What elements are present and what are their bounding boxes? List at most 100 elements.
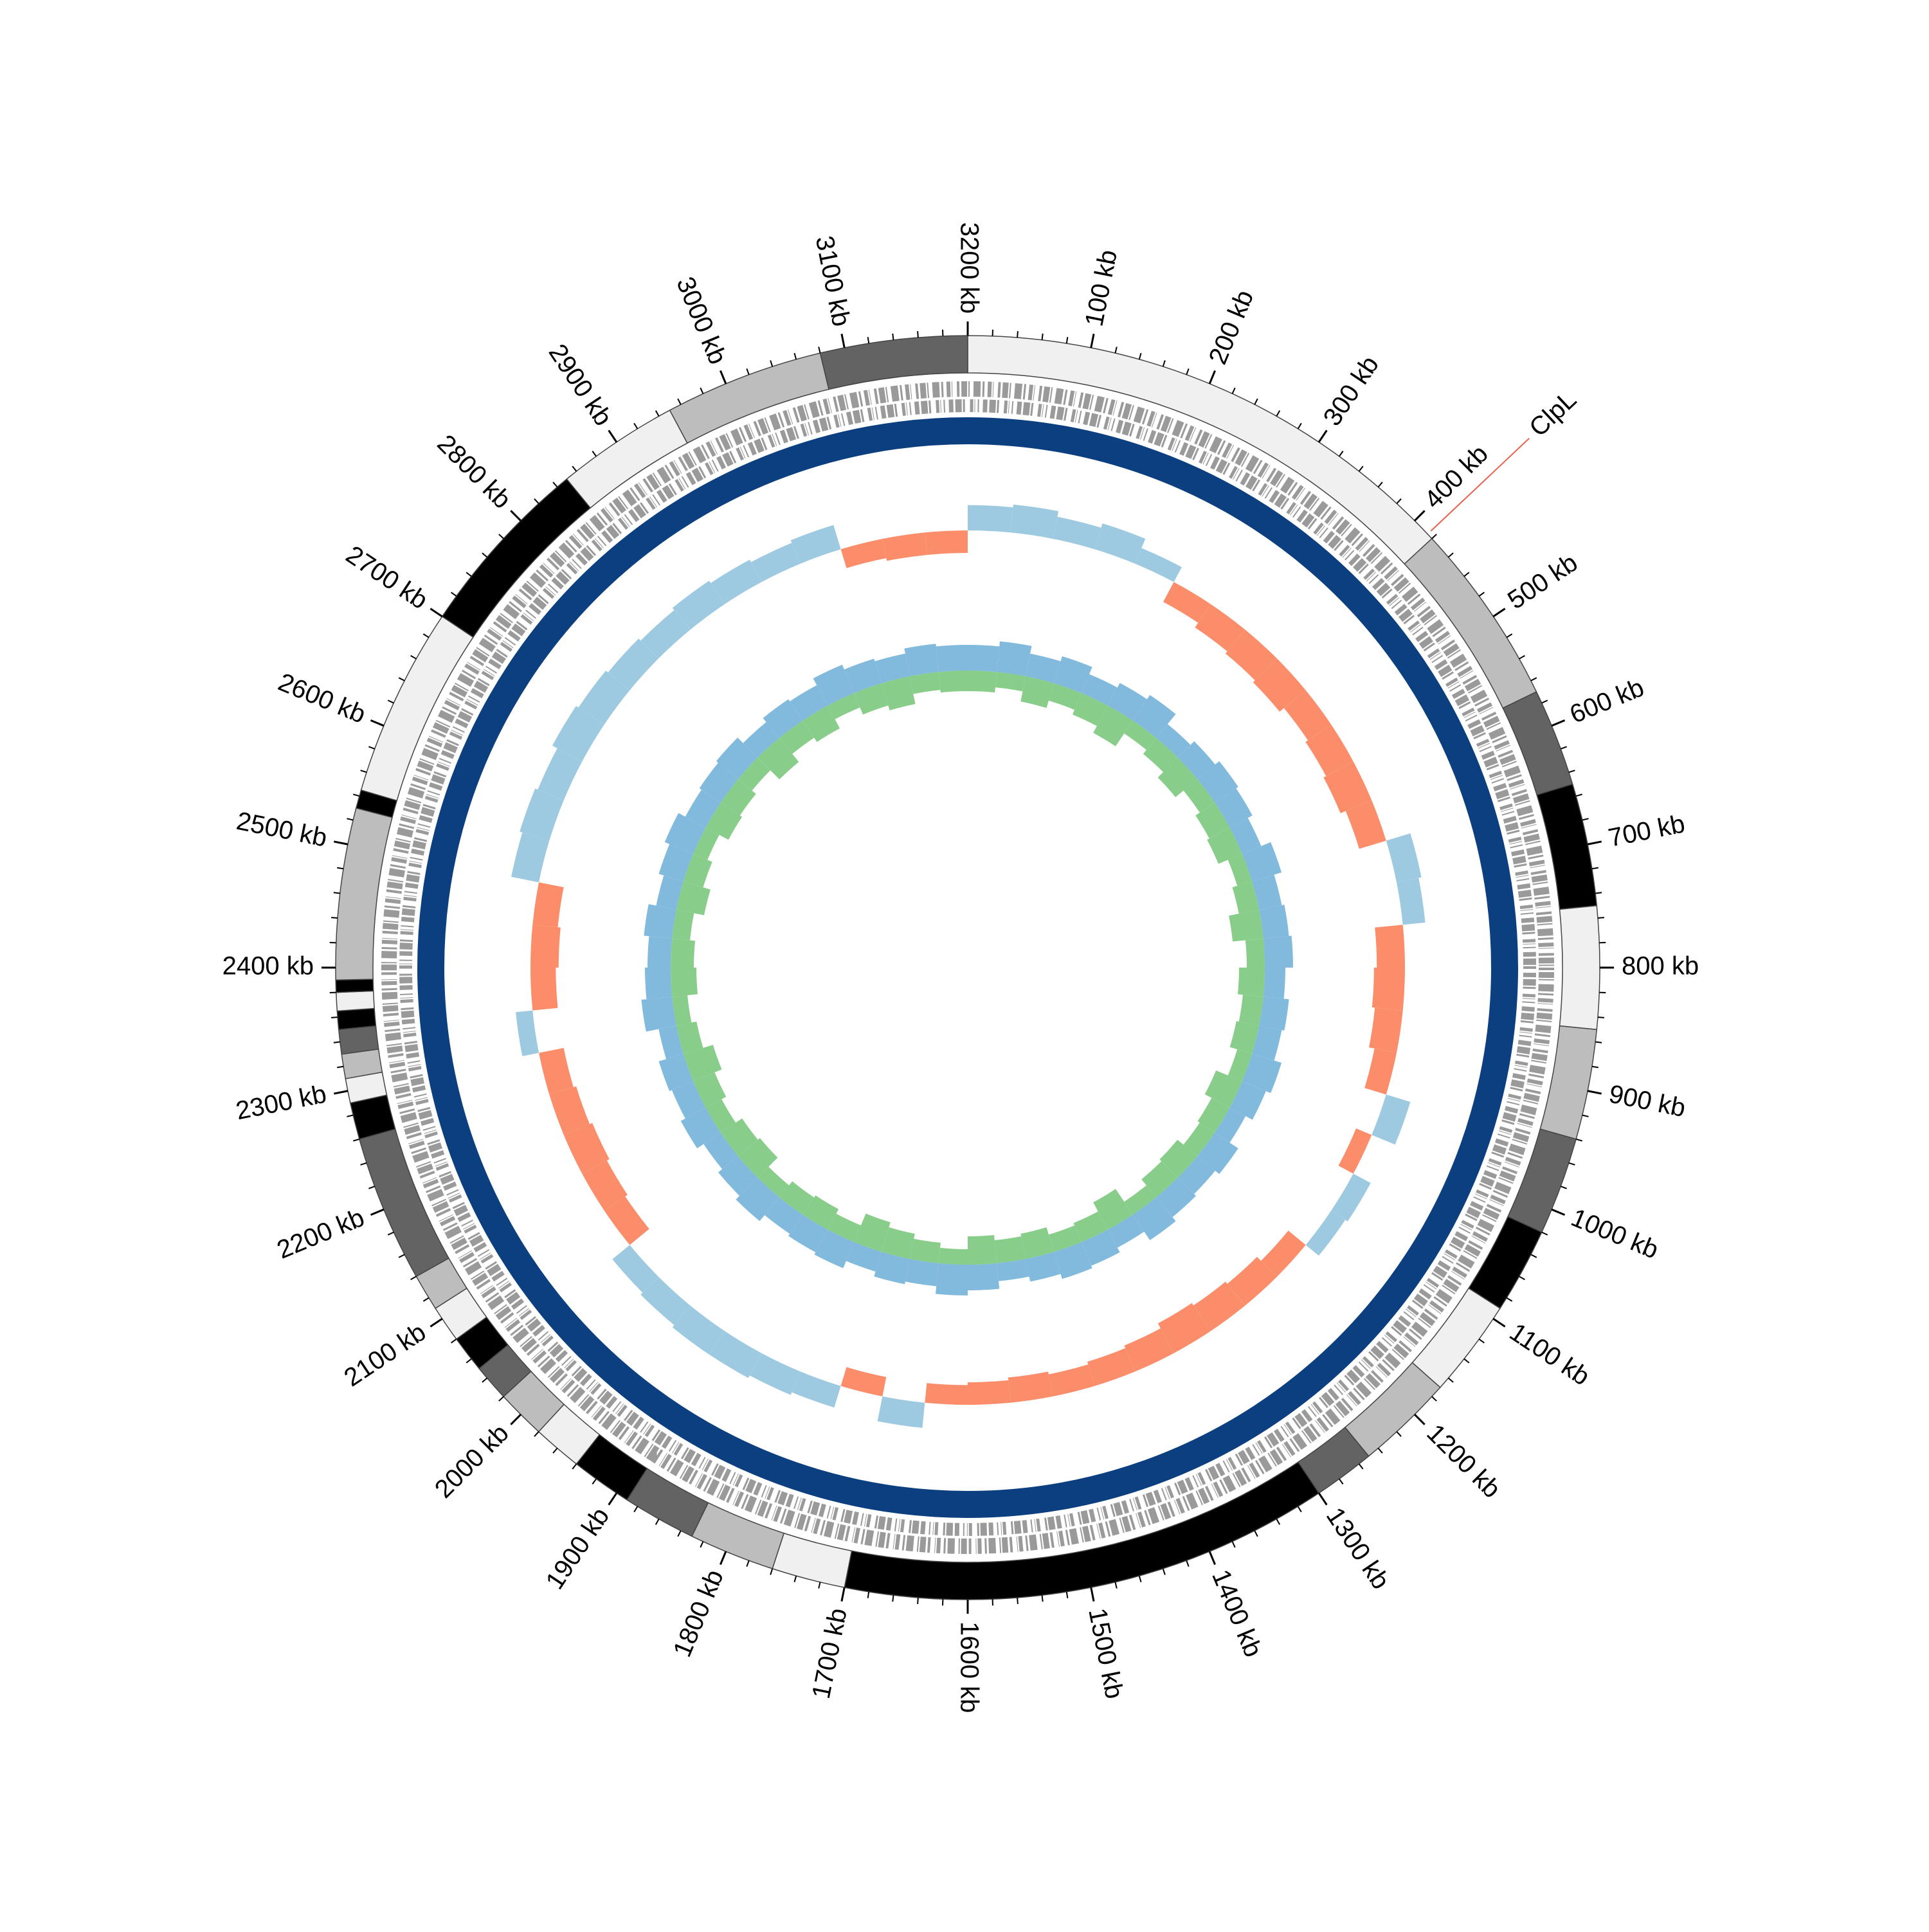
gc-skew-bar [1339, 1128, 1372, 1173]
minor-tick [466, 1359, 471, 1363]
minor-tick [1592, 1067, 1598, 1068]
minor-tick [1507, 634, 1512, 637]
gc-skew-bar [968, 505, 1013, 533]
minor-tick [411, 656, 417, 659]
minor-tick [700, 388, 703, 393]
gc-content-bar [939, 671, 968, 692]
x-tick-label: 3100 kb [810, 233, 856, 329]
minor-tick [1448, 553, 1453, 557]
minor-tick [1276, 1519, 1280, 1525]
minor-tick [1359, 1464, 1363, 1469]
gc-skew-bar [1135, 548, 1182, 582]
band [337, 1009, 376, 1030]
minor-tick [592, 451, 596, 456]
major-tick [1552, 720, 1564, 725]
major-tick [430, 1319, 442, 1326]
gc-content-bar [936, 645, 968, 672]
x-tick-label: 2100 kb [339, 1318, 431, 1393]
minor-tick [1233, 388, 1235, 393]
minor-tick [1339, 451, 1343, 456]
minor-tick [1464, 1359, 1469, 1363]
gc-skew-bar [792, 1371, 840, 1407]
minor-tick [1464, 572, 1469, 576]
minor-tick [466, 572, 471, 576]
minor-tick [499, 534, 503, 539]
x-tick-label: 1600 kb [955, 1621, 983, 1713]
minor-tick [1598, 917, 1604, 918]
gc-content-bar [968, 1263, 999, 1290]
minor-tick [334, 892, 340, 893]
gc-skew-bar [1397, 878, 1426, 925]
minor-tick [634, 1506, 637, 1512]
minor-tick [770, 1569, 772, 1575]
gc-skew-bar [1011, 505, 1059, 539]
minor-tick [1582, 1115, 1589, 1116]
gc-skew-bar [882, 532, 927, 561]
gc-skew-bar [530, 968, 557, 1011]
minor-tick [388, 1232, 394, 1235]
x-tick-label: 2600 kb [274, 668, 369, 729]
minor-tick [1233, 1542, 1235, 1548]
minor-tick [1186, 1560, 1188, 1566]
x-tick-label: 2200 kb [273, 1204, 368, 1265]
band [820, 336, 968, 390]
minor-tick [1139, 1576, 1141, 1582]
minor-tick [553, 482, 557, 487]
x-tick-label: 2700 kb [341, 541, 433, 615]
minor-tick [1592, 868, 1598, 869]
minor-tick [347, 818, 353, 820]
gc-skew-bar [925, 1383, 968, 1405]
x-tick-label: 800 kb [1622, 952, 1699, 980]
minor-tick [482, 1378, 487, 1382]
gc-content-bar [1229, 910, 1263, 942]
minor-tick [331, 917, 338, 918]
gc-content-bar [968, 1235, 997, 1265]
gc-skew-bar [841, 1367, 887, 1396]
minor-tick [1432, 1396, 1436, 1401]
band [339, 1026, 379, 1054]
x-tick-label: 900 kb [1607, 1079, 1688, 1123]
minor-tick [892, 1595, 893, 1602]
minor-tick [423, 634, 429, 637]
minor-tick [334, 1042, 340, 1043]
major-tick [1091, 1587, 1094, 1602]
gc-content-bar [1245, 939, 1265, 968]
minor-tick [1017, 1598, 1018, 1604]
x-tick-label: 1200 kb [1421, 1419, 1506, 1504]
gc-skew-bar [791, 525, 841, 564]
gc-skew-bar [1331, 1174, 1370, 1222]
minor-tick [592, 1479, 596, 1484]
minor-tick [1139, 353, 1141, 359]
x-tick-label: 2000 kb [430, 1419, 514, 1504]
minor-tick [1519, 656, 1525, 659]
x-tick-label: 2800 kb [431, 429, 516, 514]
minor-tick [678, 399, 681, 404]
minor-tick [1042, 334, 1043, 340]
minor-tick [353, 1139, 359, 1141]
minor-tick [1479, 592, 1484, 596]
minor-tick [411, 1276, 417, 1279]
x-tick-label: 1400 kb [1206, 1566, 1267, 1661]
minor-tick [337, 1067, 343, 1068]
major-tick [1415, 1414, 1425, 1425]
minor-tick [1479, 1339, 1484, 1343]
minor-tick [1595, 892, 1602, 893]
minor-tick [794, 1576, 796, 1582]
gc-skew-bar [516, 1011, 539, 1056]
major-tick [1209, 371, 1215, 384]
minor-tick [868, 1592, 869, 1598]
gc-skew-bar [1008, 1371, 1053, 1402]
minor-tick [1067, 337, 1068, 343]
major-tick [842, 334, 844, 348]
gc-skew-bar [1306, 1211, 1346, 1256]
minor-tick [353, 794, 359, 796]
minor-tick [572, 466, 576, 471]
minor-tick [1254, 399, 1258, 404]
major-tick [1552, 1209, 1564, 1214]
minor-tick [553, 1448, 557, 1453]
minor-tick [451, 1339, 457, 1343]
minor-tick [1115, 1582, 1116, 1589]
minor-tick [868, 337, 869, 343]
x-tick-label: 3000 kb [671, 273, 732, 368]
